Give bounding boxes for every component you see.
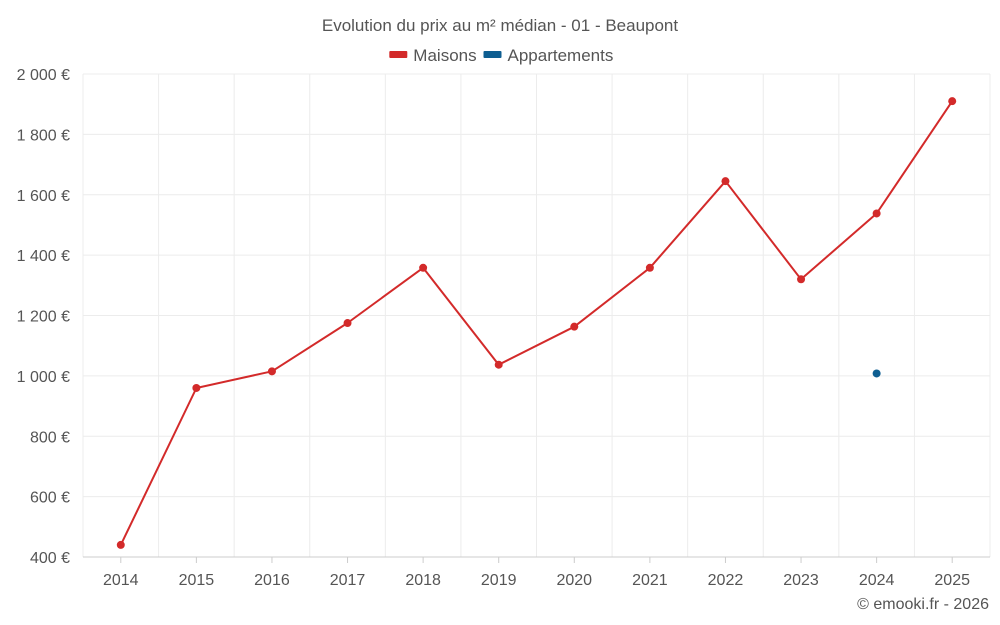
data-point-maisons[interactable]	[645, 263, 654, 272]
x-tick-label: 2020	[556, 572, 592, 589]
x-tick-label: 2021	[632, 572, 668, 589]
data-point-maisons[interactable]	[948, 97, 957, 106]
x-tick-label: 2019	[481, 572, 517, 589]
data-point-maisons[interactable]	[872, 209, 881, 218]
y-tick-label: 1 000 €	[17, 369, 70, 386]
y-tick-label: 800 €	[30, 429, 70, 446]
x-tick-label: 2025	[934, 572, 970, 589]
legend-swatch	[389, 51, 408, 58]
data-point-maisons[interactable]	[721, 177, 730, 186]
data-point-maisons[interactable]	[494, 360, 503, 369]
data-point-maisons[interactable]	[267, 367, 276, 376]
y-tick-label: 1 200 €	[17, 309, 70, 326]
y-axis: 400 € 600 € 800 € 1 000 € 1 200 € 1 400 € 1 60…	[17, 67, 70, 567]
legend-label: Maisons	[413, 46, 476, 65]
legend-swatch	[483, 51, 502, 58]
series-layer	[116, 97, 957, 549]
x-tick-label: 2017	[330, 572, 366, 589]
data-point-appartements[interactable]	[872, 369, 881, 378]
data-point-maisons[interactable]	[192, 383, 201, 392]
x-tick-label: 2014	[103, 572, 139, 589]
x-tick-label: 2024	[859, 572, 895, 589]
x-tick-label: 2018	[405, 572, 441, 589]
legend-label: Appartements	[508, 46, 614, 65]
legend-item-maisons[interactable]: Maisons	[389, 46, 477, 65]
copyright-footer: © emooki.fr - 2026	[857, 596, 989, 613]
x-axis: 2014 2015 2016 2017 2018 2019 2020 2021 2022 2023…	[83, 556, 990, 589]
data-point-maisons[interactable]	[116, 540, 125, 549]
x-tick-label: 2023	[783, 572, 819, 589]
legend: Maisons Appartements	[389, 46, 613, 65]
series-line-maisons	[119, 100, 954, 546]
chart-title: Evolution du prix au m² médian - 01 - Be…	[322, 16, 679, 35]
legend-item-appartements[interactable]: Appartements	[483, 46, 614, 65]
y-tick-label: 1 400 €	[17, 248, 70, 265]
x-tick-label: 2016	[254, 572, 290, 589]
y-tick-label: 1 800 €	[17, 127, 70, 144]
y-tick-label: 1 600 €	[17, 188, 70, 205]
data-point-maisons[interactable]	[570, 322, 579, 331]
data-point-maisons[interactable]	[343, 319, 352, 328]
y-tick-label: 2 000 €	[17, 67, 70, 84]
data-point-maisons[interactable]	[419, 263, 428, 272]
y-tick-label: 400 €	[30, 550, 70, 567]
y-tick-label: 600 €	[30, 490, 70, 507]
x-tick-label: 2022	[708, 572, 744, 589]
x-tick-label: 2015	[179, 572, 215, 589]
grid	[82, 73, 991, 557]
data-point-maisons[interactable]	[797, 275, 806, 284]
